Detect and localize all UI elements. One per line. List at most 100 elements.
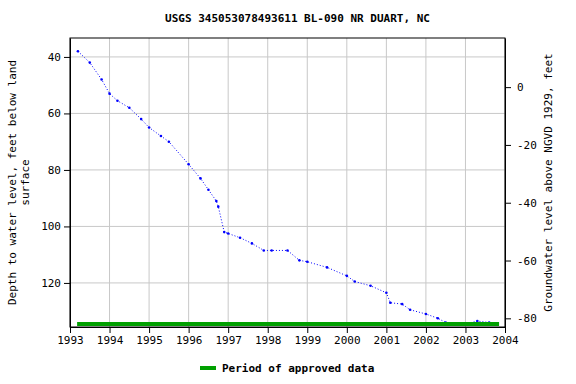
tick-label: 1998	[255, 334, 282, 347]
data-point	[286, 249, 289, 252]
tick-label: -20	[517, 139, 537, 152]
tick-mark	[426, 327, 427, 333]
grid-line	[346, 38, 347, 327]
tick: 2002	[413, 327, 440, 347]
grid-line	[465, 38, 466, 327]
approved-period	[77, 322, 499, 326]
data-point	[436, 317, 439, 320]
data-point	[168, 140, 171, 143]
tick: 2001	[374, 327, 401, 347]
y-axis: 406080100120	[41, 39, 70, 328]
data-point	[306, 260, 309, 263]
tick: 2003	[453, 327, 480, 347]
tick: 2000	[334, 327, 361, 347]
legend: Period of approved data	[200, 362, 374, 375]
tick-label: 1999	[295, 334, 322, 347]
grid-line	[70, 113, 505, 114]
tick: -20	[505, 139, 537, 152]
tick-mark	[505, 87, 511, 88]
data-point	[270, 249, 273, 252]
tick-mark	[505, 145, 511, 146]
data-point	[262, 249, 265, 252]
data-point	[227, 232, 230, 235]
data-point	[187, 163, 190, 166]
tick-label: 120	[41, 277, 61, 290]
tick: 1994	[97, 327, 124, 347]
y2-axis: 0-20-40-60-80	[505, 39, 537, 328]
grid-line	[70, 56, 505, 57]
tick-label: 40	[48, 51, 61, 64]
tick-label: -40	[517, 197, 537, 210]
grid	[70, 38, 505, 327]
tick: 1996	[176, 327, 203, 347]
data-point	[369, 284, 372, 287]
grid-line	[70, 226, 505, 227]
tick-label: 1993	[57, 334, 84, 347]
data-point	[385, 292, 388, 295]
data-point	[88, 61, 91, 64]
data-point	[77, 50, 80, 53]
data-point	[217, 205, 220, 208]
tick-label: -60	[517, 255, 537, 268]
axis-line	[505, 39, 506, 328]
data-point	[100, 78, 103, 81]
data-line	[78, 51, 497, 324]
grid-line	[149, 38, 150, 327]
tick: -40	[505, 197, 537, 210]
tick: 100	[41, 220, 70, 233]
tick: 80	[48, 164, 70, 177]
tick-label: 0	[517, 81, 524, 94]
tick-label: 2000	[334, 334, 361, 347]
data-point	[140, 118, 143, 121]
tick-label: 1995	[136, 334, 163, 347]
data-point	[148, 126, 151, 129]
grid-line	[188, 38, 189, 327]
tick: 1993	[57, 327, 84, 347]
grid-line	[267, 38, 268, 327]
y-axis-label-line: Depth to water level, feet below land	[6, 60, 19, 305]
tick: 1998	[255, 327, 282, 347]
tick: 0	[505, 81, 524, 94]
chart: USGS 345053078493611 BL-090 NR DUART, NC…	[0, 0, 576, 384]
tick-mark	[70, 327, 71, 333]
data-point	[326, 266, 329, 269]
data-point	[353, 280, 356, 283]
x-axis: 1993199419951996199719981999200020012002…	[57, 327, 519, 347]
tick-mark	[64, 226, 70, 227]
grid-line	[109, 38, 110, 327]
tick-mark	[386, 327, 387, 333]
tick-label: 2003	[453, 334, 480, 347]
y-axis-label-line: surface	[19, 159, 32, 205]
data-point	[251, 242, 254, 245]
title: USGS 345053078493611 BL-090 NR DUART, NC	[165, 12, 430, 25]
tick-mark	[505, 318, 511, 319]
tick-label: 2001	[374, 334, 401, 347]
data-point	[409, 308, 412, 311]
grid-line	[386, 38, 387, 327]
legend-key	[200, 366, 216, 370]
tick-mark	[307, 327, 308, 333]
tick-label: 80	[48, 164, 61, 177]
tick: 40	[48, 51, 70, 64]
tick-mark	[505, 261, 511, 262]
tick-mark	[347, 327, 348, 333]
tick-label: 1994	[97, 334, 124, 347]
tick: 120	[41, 277, 70, 290]
grid-line	[425, 38, 426, 327]
tick-mark	[64, 57, 70, 58]
data-point	[215, 200, 218, 203]
legend-label: Period of approved data	[222, 362, 374, 375]
tick-mark	[505, 327, 506, 333]
tick: 2004	[492, 327, 519, 347]
tick-label: 2002	[413, 334, 440, 347]
data-point	[346, 275, 349, 278]
data-point	[160, 135, 163, 138]
tick-mark	[268, 327, 269, 333]
data-point	[389, 301, 392, 304]
plot-area	[77, 50, 499, 325]
tick-label: 1996	[176, 334, 203, 347]
axis-line	[71, 327, 506, 328]
tick-mark	[149, 327, 150, 333]
data-point	[425, 313, 428, 316]
data-point	[223, 231, 226, 234]
